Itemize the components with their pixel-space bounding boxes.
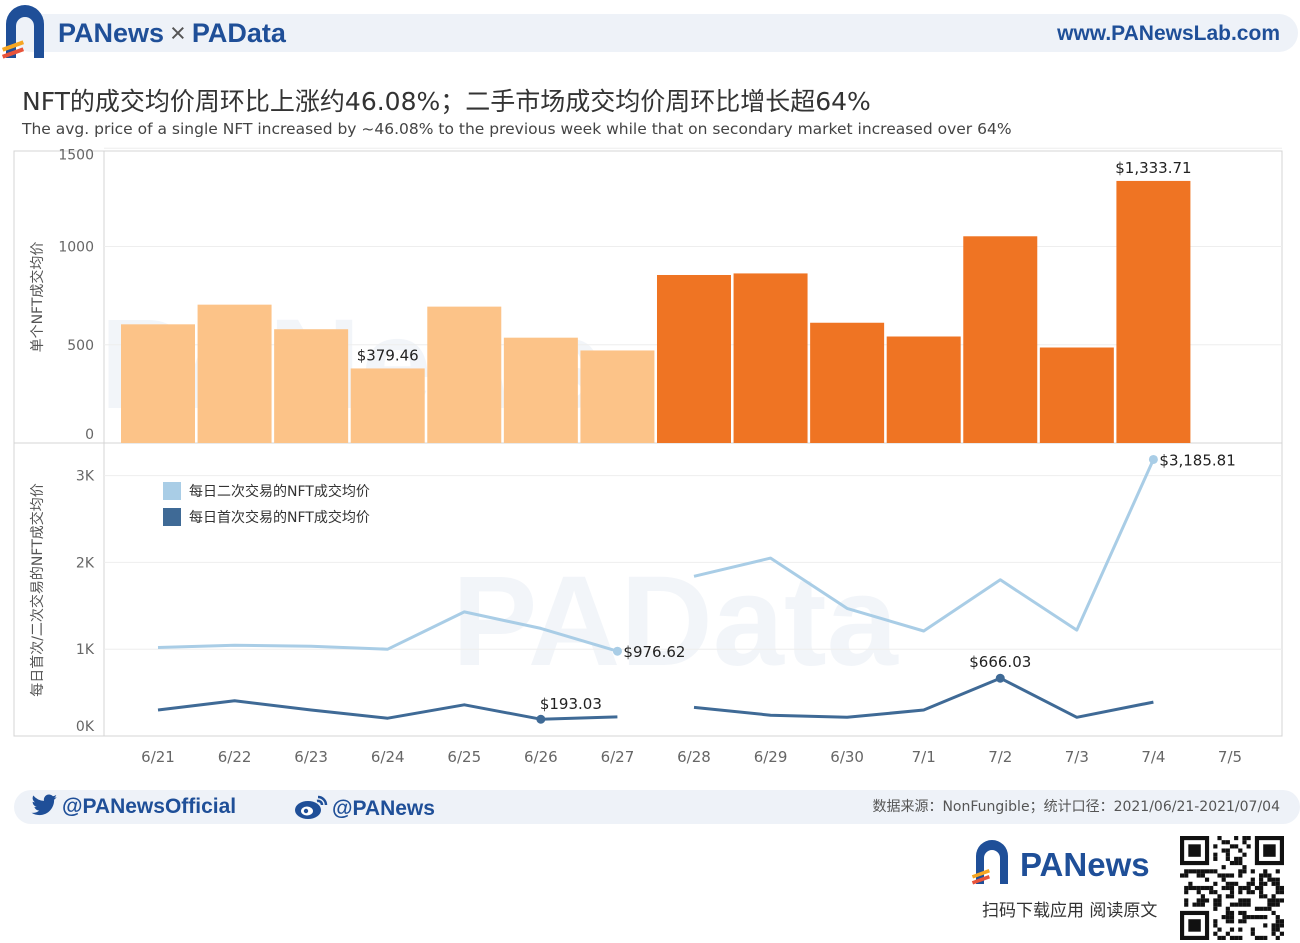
bar-6/21 bbox=[121, 324, 195, 443]
twitter-handle-label: @PANewsOfficial bbox=[62, 795, 237, 818]
x-tick-label: 6/27 bbox=[601, 748, 635, 766]
line-point bbox=[612, 646, 622, 656]
top-y-tick-label: 500 bbox=[67, 338, 94, 354]
line-point bbox=[1148, 454, 1158, 464]
bottom-y-tick-label: 3K bbox=[76, 469, 95, 485]
bar-7/1 bbox=[886, 336, 961, 443]
bar-6/22 bbox=[197, 304, 272, 443]
x-tick-label: 6/24 bbox=[371, 748, 405, 766]
x-tick-label: 6/30 bbox=[830, 748, 864, 766]
x-tick-label: 6/23 bbox=[294, 748, 328, 766]
bar-7/2 bbox=[963, 236, 1038, 443]
watermark-padata: PAData bbox=[452, 550, 899, 693]
line-data-label: $976.62 bbox=[623, 643, 685, 661]
x-tick-label: 6/26 bbox=[524, 748, 558, 766]
x-tick-label: 7/3 bbox=[1065, 748, 1089, 766]
bar-6/23 bbox=[274, 329, 349, 443]
legend-swatch bbox=[163, 508, 181, 526]
bar-6/29 bbox=[733, 273, 808, 443]
top-y-tick-label: 0 bbox=[85, 427, 94, 443]
top-y-axis-label: 单个NFT成交均价 bbox=[29, 242, 46, 353]
panews-logo-icon bbox=[1, 5, 44, 59]
bar-7/3 bbox=[1039, 347, 1114, 443]
header-bar bbox=[12, 14, 1298, 52]
weibo-icon bbox=[295, 795, 328, 819]
bar-6/26 bbox=[503, 337, 578, 443]
line-point bbox=[536, 714, 546, 724]
line-point bbox=[995, 673, 1005, 683]
legend-swatch bbox=[163, 482, 181, 500]
brand-panews: PANews bbox=[58, 18, 165, 48]
x-tick-label: 6/22 bbox=[218, 748, 252, 766]
x-tick-label: 7/5 bbox=[1218, 748, 1242, 766]
brand-separator: × bbox=[170, 18, 186, 48]
legend-label: 每日二次交易的NFT成交均价 bbox=[189, 483, 370, 500]
legend-label: 每日首次交易的NFT成交均价 bbox=[189, 509, 370, 526]
chart-title: NFT的成交均价周环比上涨约46.08%；二手市场成交均价周环比增长超64% bbox=[22, 87, 871, 116]
bar-6/25 bbox=[427, 306, 502, 443]
footer-bar bbox=[14, 790, 1300, 824]
x-tick-label: 6/28 bbox=[677, 748, 711, 766]
bottom-y-tick-label: 0K bbox=[76, 719, 95, 735]
line-data-label: $3,185.81 bbox=[1159, 451, 1235, 469]
weibo-handle-label: @PANews bbox=[332, 797, 435, 820]
line-data-label: $193.03 bbox=[540, 695, 602, 713]
line-series-primary bbox=[693, 676, 1154, 719]
brand-padata: PAData bbox=[191, 18, 286, 48]
line-series-secondary bbox=[157, 610, 618, 653]
bottom-y-axis-label: 每日首次/二次交易的NFT成交均价 bbox=[29, 483, 46, 697]
line-series-secondary bbox=[693, 458, 1155, 633]
bar-6/24 bbox=[350, 368, 425, 443]
bottom-y-tick-label: 2K bbox=[76, 555, 95, 571]
bar-6/27 bbox=[580, 350, 655, 443]
x-tick-label: 7/2 bbox=[988, 748, 1012, 766]
site-url[interactable]: www.PANewsLab.com bbox=[1057, 22, 1280, 45]
twitter-handle[interactable]: @PANewsOfficial bbox=[30, 794, 236, 819]
top-y-tick-label: 1000 bbox=[58, 240, 94, 256]
bar-data-label: $1,333.71 bbox=[1115, 159, 1191, 177]
x-tick-label: 6/29 bbox=[754, 748, 788, 766]
bottom-brand: PANews bbox=[1020, 846, 1150, 883]
x-tick-label: 6/25 bbox=[447, 748, 481, 766]
bar-data-label: $379.46 bbox=[357, 346, 419, 364]
data-source: 数据来源：NonFungible；统计口径：2021/06/21-2021/07… bbox=[872, 799, 1280, 815]
x-tick-label: 6/21 bbox=[141, 748, 175, 766]
line-data-label: $666.03 bbox=[969, 653, 1031, 671]
top-y-tick-label: 1500 bbox=[58, 147, 94, 163]
bar-6/28 bbox=[656, 274, 731, 443]
bar-7/4 bbox=[1116, 180, 1191, 444]
qr-code-icon[interactable] bbox=[1180, 836, 1284, 940]
weibo-handle[interactable]: @PANews bbox=[294, 794, 435, 821]
chart-subtitle: The avg. price of a single NFT increased… bbox=[22, 120, 1012, 138]
x-tick-label: 7/4 bbox=[1141, 748, 1165, 766]
bottom-tagline: 扫码下载应用 阅读原文 bbox=[982, 901, 1158, 921]
x-tick-label: 7/1 bbox=[912, 748, 936, 766]
bar-6/30 bbox=[810, 322, 885, 443]
brand-title: PANews × PAData bbox=[58, 18, 286, 49]
panews-bottom-logo-icon bbox=[971, 840, 1008, 885]
bottom-y-tick-label: 1K bbox=[76, 642, 95, 658]
twitter-icon bbox=[31, 794, 57, 816]
